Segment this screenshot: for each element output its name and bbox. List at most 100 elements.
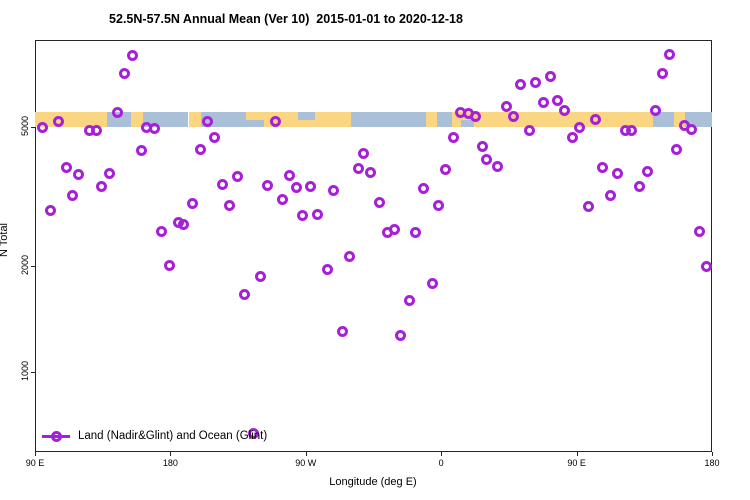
band-segment-land [263,112,351,127]
data-point [135,145,147,157]
data-point [403,294,415,306]
data-point [604,189,616,201]
x-tick-label: 90 E [567,458,586,468]
data-point [625,124,637,136]
data-point [321,263,333,275]
data-point [388,224,400,236]
data-point [514,78,526,90]
data-point [178,218,190,230]
data-point [45,204,57,216]
data-point [447,131,459,143]
x-tick-label: 180 [704,458,720,468]
data-point [238,289,250,301]
data-point [297,210,309,222]
data-point [223,200,235,212]
band-segment-land [131,112,144,127]
data-point [73,168,85,180]
data-point [290,181,302,193]
data-point [611,167,623,179]
data-point [552,95,564,107]
y-axis-title: N Total [0,222,10,257]
y-tick-mark [31,371,35,373]
band-segment-land [451,112,654,127]
data-point [364,166,376,178]
data-point [327,184,339,196]
data-point [283,169,295,181]
data-point [126,50,138,61]
data-point [186,197,198,209]
data-point [111,107,123,118]
data-point [507,110,519,122]
data-point [685,123,697,135]
band-segment-ocean [350,112,427,127]
data-point [500,101,512,113]
x-tick-label: 90 E [25,458,45,468]
data-point [60,161,72,173]
data-point [357,148,369,159]
data-point [523,124,535,136]
band-segment-ocean [298,112,315,120]
band-segment-land [245,112,264,120]
x-tick-label: 90 W [295,458,317,468]
data-point [103,167,115,179]
data-point [649,105,661,117]
data-point [261,180,273,192]
data-point [164,260,176,271]
data-point [95,181,107,192]
data-point [529,76,541,88]
x-tick-mark [35,452,36,456]
data-point [216,178,228,190]
data-point [148,123,160,134]
band-segment-ocean [653,112,675,127]
data-point [66,189,78,201]
data-point [671,144,683,156]
x-tick-mark [441,452,443,456]
y-tick-label: 5000 [20,115,30,137]
band-segment-ocean [684,112,712,127]
legend-circle-marker-icon [51,431,62,442]
data-point [480,154,492,166]
data-point [417,182,429,194]
y-tick-mark [31,127,35,128]
y-tick-mark [31,266,35,268]
band-segment-land [674,112,685,127]
x-tick-mark [576,452,578,456]
data-point [155,225,167,237]
x-tick-label: 0 [438,458,444,468]
data-point [352,162,364,174]
data-point [118,68,130,80]
data-point [36,122,48,134]
data-point [633,181,645,192]
data-point [469,110,481,122]
data-point [476,140,488,152]
data-point [700,260,712,272]
data-point [208,131,220,143]
data-point [656,68,668,80]
x-tick-mark [712,452,713,456]
data-point [276,194,288,206]
data-point [90,124,102,136]
data-point [558,105,570,117]
data-point [663,48,675,60]
plot-area [35,40,712,452]
data-point [439,163,451,175]
data-point [491,160,503,172]
data-point [641,165,653,177]
data-point [693,225,705,237]
chart-title: 52.5N-57.5N Annual Mean (Ver 10) 2015-01… [109,12,463,26]
data-point [231,170,243,182]
y-tick-label: 2000 [20,255,30,276]
x-axis-title: Longitude (deg E) [329,476,417,488]
data-point [304,181,316,192]
band-segment-land [188,112,201,127]
y-tick-label: 1000 [20,360,30,381]
data-point [247,428,259,440]
data-point [254,271,266,282]
band-segment-ocean [436,112,452,127]
data-point [373,196,385,208]
data-point [573,121,585,133]
data-point [336,326,348,338]
data-point [537,97,549,109]
data-point [544,70,556,82]
